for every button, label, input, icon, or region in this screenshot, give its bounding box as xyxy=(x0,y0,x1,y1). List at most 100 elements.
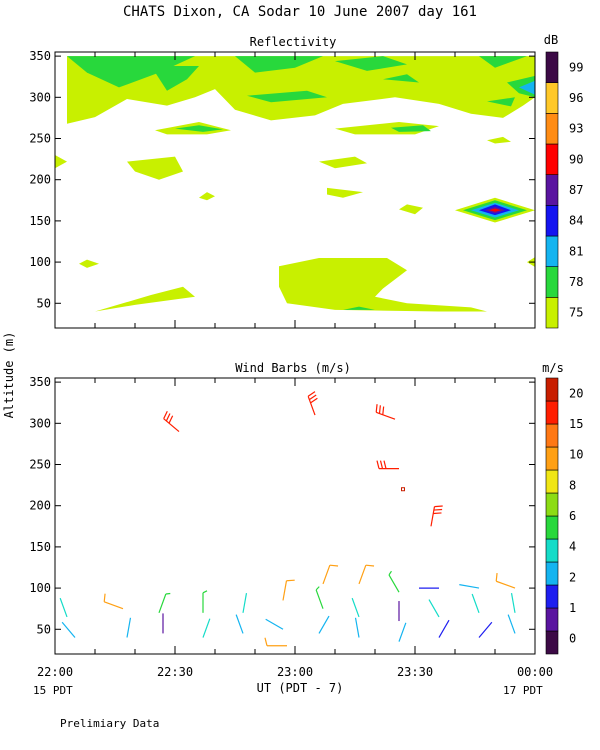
wind-barb xyxy=(158,592,171,614)
reflectivity-colorbar-unit: dB xyxy=(544,33,558,47)
wind-y-tick-label: 150 xyxy=(29,540,51,554)
wind-colorbar-label: 8 xyxy=(569,478,576,492)
wind-barb xyxy=(507,614,516,634)
wind-colorbar-label: 10 xyxy=(569,448,583,462)
wind-barbs-title: Wind Barbs (m/s) xyxy=(235,361,351,375)
time-tick-label: 23:00 xyxy=(277,665,313,679)
wind-barb xyxy=(322,564,339,585)
wind-colorbar-swatch xyxy=(545,446,559,471)
wind-barb xyxy=(438,619,450,638)
reflectivity-region-78db xyxy=(479,56,527,68)
wind-y-tick-label: 250 xyxy=(29,458,51,472)
reflectivity-x-ticks xyxy=(54,52,536,328)
wind-barb xyxy=(428,599,440,618)
time-tick-label: 22:30 xyxy=(157,665,193,679)
wind-barb xyxy=(376,460,399,470)
reflectivity-region-81db xyxy=(519,80,535,95)
reflectivity-colorbar-label: 84 xyxy=(569,214,583,228)
reflectivity-y-tick-label: 100 xyxy=(29,255,51,269)
wind-colorbar-swatch xyxy=(545,469,559,494)
wind-barb xyxy=(61,621,76,638)
time-tick-label: 00:00 xyxy=(517,665,553,679)
reflectivity-region-78db xyxy=(383,74,419,83)
reflectivity-region-78db xyxy=(343,306,375,310)
wind-colorbar-label: 1 xyxy=(569,601,576,615)
wind-colorbar-swatch xyxy=(545,492,559,517)
wind-barbs-plot-area xyxy=(59,391,516,647)
wind-calm-marker xyxy=(401,487,405,492)
reflectivity-colorbar-swatch xyxy=(545,235,559,267)
wind-y-tick-label: 300 xyxy=(29,416,51,430)
reflectivity-contours xyxy=(55,56,535,312)
wind-barbs-y-axis: 50 100 150 200 250 300 350 xyxy=(29,375,535,636)
wind-colorbar-swatch xyxy=(545,423,559,448)
wind-colorbar-label: 15 xyxy=(569,417,583,431)
wind-colorbar-label: 2 xyxy=(569,570,576,584)
wind-colorbar-swatch xyxy=(545,538,559,563)
wind-barb xyxy=(358,564,375,585)
wind-barb xyxy=(315,586,324,609)
wind-barbs-x-ticks xyxy=(54,378,536,654)
time-axis-labels: 22:00 22:30 23:00 23:30 00:00 xyxy=(37,665,553,679)
x-axis-title: UT (PDT - 7) xyxy=(257,681,344,695)
wind-barbs-frame xyxy=(54,377,536,655)
reflectivity-plot-area xyxy=(55,56,535,312)
reflectivity-colorbar-swatch xyxy=(545,143,559,175)
wind-colorbar-label: 20 xyxy=(569,386,583,400)
reflectivity-colorbar-label: 81 xyxy=(569,244,583,258)
reflectivity-colorbar-label: 99 xyxy=(569,60,583,74)
wind-barb xyxy=(103,593,124,610)
reflectivity-region-75db xyxy=(327,187,363,198)
reflectivity-colorbar-label: 87 xyxy=(569,183,583,197)
reflectivity-region-78db xyxy=(175,125,223,132)
reflectivity-region-75db xyxy=(95,286,195,312)
start-date-label: 15 PDT xyxy=(33,684,73,697)
reflectivity-colorbar-swatch xyxy=(545,266,559,298)
wind-colorbar-label: 0 xyxy=(569,632,576,646)
wind-barb xyxy=(242,593,248,613)
wind-barb xyxy=(307,391,318,416)
wind-barb xyxy=(202,618,211,638)
wind-colorbar-swatch xyxy=(545,630,559,655)
reflectivity-colorbar-swatch xyxy=(545,205,559,237)
reflectivity-colorbar-swatch xyxy=(545,51,559,83)
figure-title: CHATS Dixon, CA Sodar 10 June 2007 day 1… xyxy=(123,4,477,20)
wind-barb xyxy=(398,622,407,642)
reflectivity-colorbar-swatch xyxy=(545,113,559,145)
wind-colorbar-swatch xyxy=(545,515,559,540)
wind-barb xyxy=(478,621,493,638)
wind-colorbar-label: 4 xyxy=(569,540,576,554)
wind-barb xyxy=(265,618,284,630)
time-tick-label: 23:30 xyxy=(397,665,433,679)
wind-barbs-layer xyxy=(59,391,516,647)
wind-y-tick-label: 350 xyxy=(29,375,51,389)
reflectivity-region-75db xyxy=(279,258,487,312)
reflectivity-region-90db xyxy=(489,208,501,212)
reflectivity-region-78db xyxy=(247,90,327,103)
reflectivity-colorbar-swatch xyxy=(545,297,559,329)
end-date-label: 17 PDT xyxy=(503,684,543,697)
wind-barb xyxy=(282,579,295,601)
wind-y-tick-label: 200 xyxy=(29,499,51,513)
wind-y-tick-label: 100 xyxy=(29,581,51,595)
reflectivity-colorbar-label: 93 xyxy=(569,122,583,136)
wind-barb xyxy=(459,584,480,589)
wind-barb xyxy=(318,615,330,634)
reflectivity-colorbar-swatch xyxy=(545,82,559,114)
wind-barb xyxy=(202,590,208,613)
reflectivity-y-axis: 50 100 150 200 250 300 350 xyxy=(29,49,535,310)
wind-colorbar-swatch xyxy=(545,377,559,402)
reflectivity-region-75db xyxy=(319,156,367,169)
reflectivity-region-78db xyxy=(67,56,195,88)
reflectivity-region-75db xyxy=(487,136,511,144)
y-axis-title: Altitude (m) xyxy=(2,332,16,419)
reflectivity-colorbar: 75 78 81 84 87 90 93 96 99 xyxy=(545,51,583,329)
wind-barb xyxy=(375,404,396,420)
reflectivity-title: Reflectivity xyxy=(250,35,337,49)
wind-colorbar-label: 6 xyxy=(569,509,576,523)
wind-barb xyxy=(163,411,180,433)
wind-barb xyxy=(264,637,287,647)
